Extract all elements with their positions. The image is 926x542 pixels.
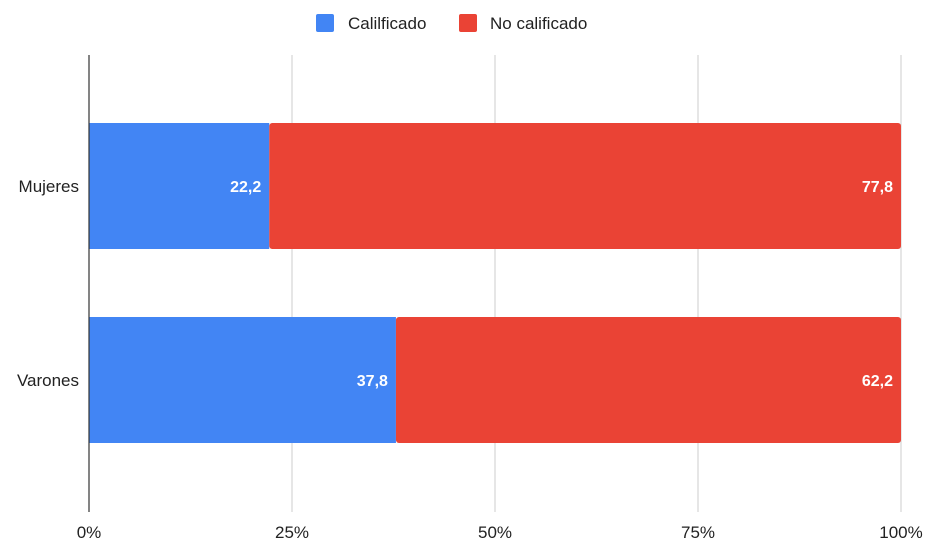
bar-varones-1[interactable] (395, 317, 901, 443)
x-tick-label: 25% (275, 523, 309, 542)
bar-varones-0[interactable] (89, 317, 396, 443)
legend-swatch-0[interactable] (316, 14, 334, 32)
x-tick-label: 50% (478, 523, 512, 542)
bars-layer (89, 123, 901, 443)
legend-label[interactable]: Calilficado (348, 14, 426, 33)
data-label: 77,8 (862, 179, 893, 196)
data-label: 37,8 (357, 373, 388, 390)
x-tick-label: 0% (77, 523, 102, 542)
bar-mujeres-1[interactable] (269, 123, 901, 249)
category-label: Varones (17, 371, 79, 390)
data-label: 62,2 (862, 373, 893, 390)
category-label: Mujeres (19, 177, 79, 196)
bar-mujeres-0[interactable] (89, 123, 270, 249)
labels-layer: 0% 25% 50% 75% 100% 22,2 77,8 Mujeres 37,8 62,2 Va… (17, 177, 923, 542)
legend-swatch-1[interactable] (459, 14, 477, 32)
x-tick-label: 100% (879, 523, 922, 542)
data-label: 22,2 (230, 179, 261, 196)
legend: Calilficado No calificado (316, 14, 587, 33)
x-tick-label: 75% (681, 523, 715, 542)
legend-label[interactable]: No calificado (490, 14, 587, 33)
